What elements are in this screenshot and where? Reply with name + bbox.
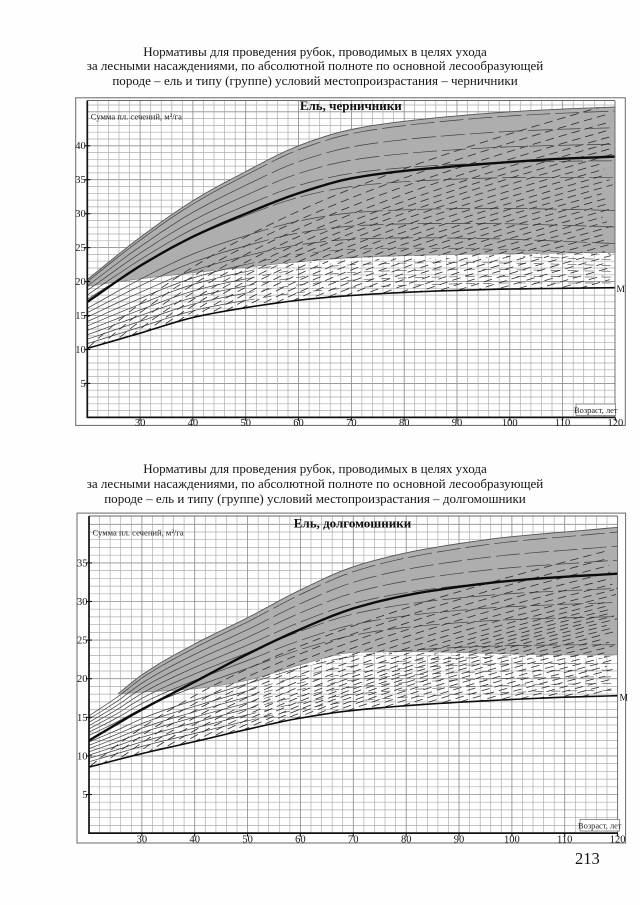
svg-text:25: 25 bbox=[77, 636, 88, 647]
svg-text:60: 60 bbox=[293, 418, 304, 429]
svg-text:120: 120 bbox=[608, 418, 624, 429]
svg-text:30: 30 bbox=[77, 597, 88, 608]
svg-text:100: 100 bbox=[504, 834, 520, 845]
svg-text:Ель, долгомошники: Ель, долгомошники bbox=[294, 516, 412, 531]
svg-text:50: 50 bbox=[240, 418, 251, 429]
svg-text:5: 5 bbox=[82, 790, 87, 801]
svg-text:Сумма пл. сечений, м²/га: Сумма пл. сечений, м²/га bbox=[93, 528, 184, 538]
svg-text:25: 25 bbox=[75, 243, 86, 254]
svg-text:80: 80 bbox=[401, 834, 412, 845]
svg-text:30: 30 bbox=[75, 209, 86, 220]
svg-text:110: 110 bbox=[555, 418, 570, 429]
svg-text:20: 20 bbox=[77, 674, 88, 685]
svg-text:10: 10 bbox=[77, 751, 88, 762]
svg-text:Возраст, лет: Возраст, лет bbox=[578, 821, 622, 830]
svg-text:М: М bbox=[617, 285, 626, 295]
svg-text:120: 120 bbox=[610, 834, 626, 845]
svg-text:70: 70 bbox=[346, 418, 357, 429]
svg-text:35: 35 bbox=[77, 558, 88, 569]
svg-text:М: М bbox=[620, 694, 629, 704]
svg-text:80: 80 bbox=[399, 418, 410, 429]
svg-text:5: 5 bbox=[81, 379, 86, 390]
svg-text:40: 40 bbox=[188, 418, 199, 429]
svg-text:40: 40 bbox=[189, 834, 200, 845]
svg-text:Сумма пл. сечений, м²/га: Сумма пл. сечений, м²/га bbox=[91, 112, 182, 122]
svg-text:30: 30 bbox=[135, 418, 146, 429]
svg-text:20: 20 bbox=[75, 277, 86, 288]
svg-text:70: 70 bbox=[348, 834, 359, 845]
svg-text:50: 50 bbox=[242, 834, 253, 845]
svg-text:Ель, черничники: Ель, черничники bbox=[300, 98, 402, 113]
svg-text:35: 35 bbox=[75, 175, 86, 186]
svg-text:15: 15 bbox=[75, 311, 86, 322]
svg-text:30: 30 bbox=[137, 834, 148, 845]
svg-text:40: 40 bbox=[75, 141, 86, 152]
svg-text:15: 15 bbox=[77, 713, 88, 724]
svg-text:90: 90 bbox=[454, 834, 465, 845]
svg-text:110: 110 bbox=[557, 834, 572, 845]
svg-text:60: 60 bbox=[295, 834, 306, 845]
svg-text:100: 100 bbox=[502, 418, 518, 429]
svg-text:90: 90 bbox=[452, 418, 463, 429]
svg-text:Возраст, лет: Возраст, лет bbox=[574, 406, 618, 415]
svg-text:10: 10 bbox=[75, 345, 86, 356]
